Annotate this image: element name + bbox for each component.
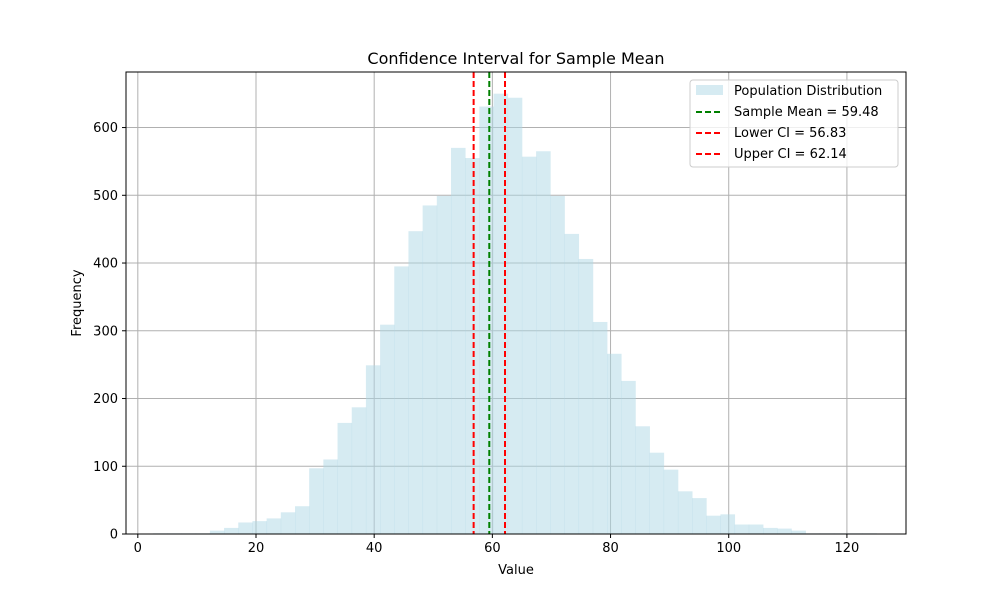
histogram-bar [621,380,636,534]
histogram-bar [677,491,693,534]
histogram-bar [380,324,395,534]
legend-label-population: Population Distribution [734,84,882,99]
histogram-bar [252,521,268,534]
x-tick-label: 100 [716,541,741,556]
x-axis-label: Value [498,563,534,578]
histogram-bar [224,527,239,534]
histogram-bar [550,195,565,534]
histogram-bar [351,407,367,534]
histogram-bar [309,468,324,534]
histogram-bar [763,527,778,534]
histogram-bar [436,195,452,534]
histogram-bar [635,426,650,534]
x-tick-label: 20 [248,541,265,556]
histogram-bar [748,524,764,534]
histogram-bar [408,231,424,534]
legend-label-upper-ci: Upper CI = 62.14 [734,147,847,162]
histogram-bar [592,321,608,534]
x-tick-label: 60 [484,541,501,556]
x-tick-label: 120 [834,541,859,556]
histogram-bar [422,205,438,535]
histogram-bar [706,515,721,534]
histogram-bar [365,365,381,534]
histogram-bar [791,530,806,534]
legend-label-lower-ci: Lower CI = 56.83 [734,126,846,141]
histogram-bar [337,422,353,534]
histogram-bar [607,353,622,534]
histogram-bar [238,522,253,534]
histogram-bar [692,498,707,534]
histogram-bar [266,518,282,534]
y-tick-label: 300 [93,324,118,339]
histogram-bar [493,93,509,534]
y-axis-label: Frequency [70,269,85,336]
y-tick-label: 200 [93,392,118,407]
histogram-bar [663,469,679,534]
y-tick-label: 500 [93,189,118,204]
reference-lines [472,72,507,534]
y-tick-label: 0 [110,528,118,543]
y-tick-label: 100 [93,460,118,475]
x-tick-label: 40 [366,541,383,556]
histogram-bar [394,266,409,534]
histogram-bar [295,506,310,534]
y-axis-ticks: 0 100 200 300 400 500 600 [93,121,126,543]
plot-area-frame [125,71,907,535]
histogram-bar [209,530,225,534]
histogram-bar [451,147,466,534]
histogram-bar [649,452,665,534]
histogram-bar [507,97,523,534]
histogram-bar [280,512,296,534]
y-tick-label: 400 [93,257,118,272]
histogram-bar [479,106,494,534]
chart-title: Confidence Interval for Sample Mean [367,49,664,68]
histogram-bar [734,524,750,534]
histogram-bar [777,528,792,534]
legend-box [689,79,899,168]
legend-label-sample-mean: Sample Mean = 59.48 [734,105,879,120]
histogram-bar [536,151,551,535]
histogram-bar [564,233,580,534]
histogram-bar [578,258,594,534]
histogram-bar [720,514,736,534]
legend-swatch-population [696,85,723,95]
legend: Population Distribution Sample Mean = 59… [689,79,899,168]
histogram-bar [323,459,338,534]
histogram-bars [153,93,877,535]
histogram-bar [521,156,537,534]
x-axis-ticks: 0 20 40 60 80 100 120 [134,534,859,556]
x-tick-label: 80 [602,541,619,556]
y-tick-label: 600 [93,121,118,136]
histogram-bar [465,158,480,534]
x-tick-label: 0 [134,541,142,556]
